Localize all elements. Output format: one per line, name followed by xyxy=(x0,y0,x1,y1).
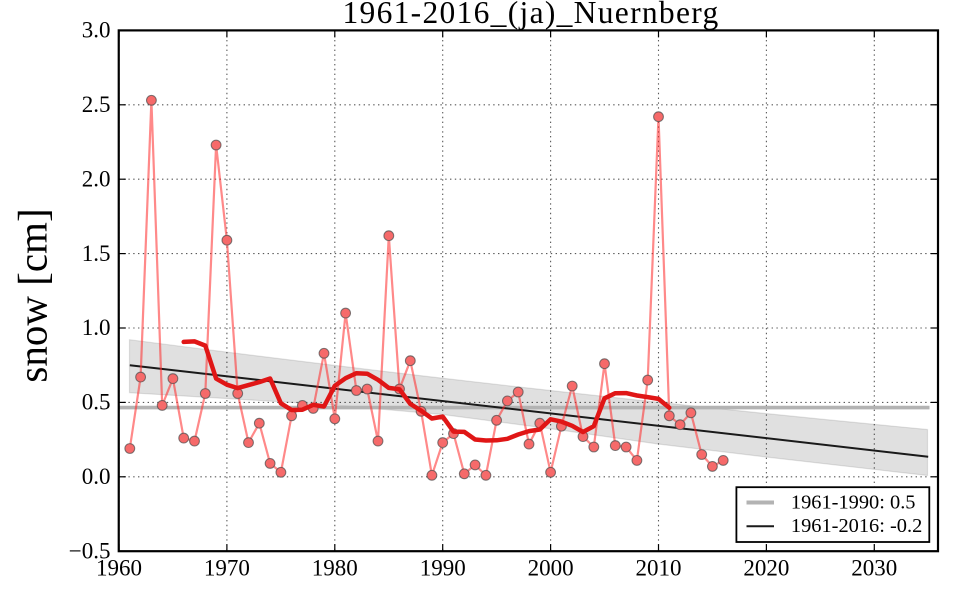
svg-text:0.0: 0.0 xyxy=(82,464,111,489)
svg-text:1980: 1980 xyxy=(312,556,358,581)
svg-text:2.0: 2.0 xyxy=(82,166,111,191)
svg-text:1990: 1990 xyxy=(420,556,466,581)
svg-text:1961-2016_(ja)_Nuernberg: 1961-2016_(ja)_Nuernberg xyxy=(342,0,719,30)
svg-text:1960: 1960 xyxy=(96,556,142,581)
svg-text:0.5: 0.5 xyxy=(82,390,111,415)
svg-text:1961-1990: 0.5: 1961-1990: 0.5 xyxy=(791,491,916,513)
svg-text:2020: 2020 xyxy=(743,556,789,581)
svg-text:snow [cm]: snow [cm] xyxy=(10,208,56,382)
svg-text:1970: 1970 xyxy=(204,556,250,581)
svg-text:2000: 2000 xyxy=(528,556,574,581)
svg-text:3.0: 3.0 xyxy=(82,18,111,43)
svg-text:2010: 2010 xyxy=(636,556,682,581)
svg-text:−0.5: −0.5 xyxy=(69,538,111,563)
svg-text:1.5: 1.5 xyxy=(82,241,111,266)
svg-text:2030: 2030 xyxy=(851,556,897,581)
svg-text:1.0: 1.0 xyxy=(82,315,111,340)
svg-text:2.5: 2.5 xyxy=(82,92,111,117)
svg-text:1961-2016: -0.2: 1961-2016: -0.2 xyxy=(791,515,922,537)
